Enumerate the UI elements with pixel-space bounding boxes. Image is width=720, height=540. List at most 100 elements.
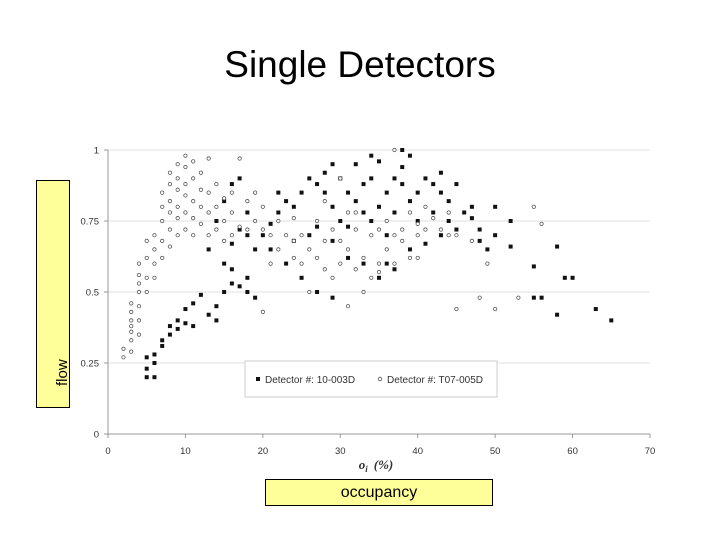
point-s1-82 — [283, 233, 289, 238]
point-s0-93 — [539, 295, 544, 300]
point-s1-50 — [191, 176, 196, 181]
point-s1-61 — [214, 204, 219, 209]
point-s0-50 — [322, 170, 327, 175]
point-s1-69 — [237, 224, 242, 229]
point-s0-95 — [555, 312, 560, 317]
point-s1-54 — [198, 187, 204, 192]
point-s1-44 — [183, 181, 188, 187]
occupancy-label-box: occupancy — [265, 479, 493, 506]
point-s0-53 — [338, 219, 343, 223]
x-tick-label-0: 0 — [105, 446, 110, 457]
point-s0-38 — [260, 233, 265, 238]
point-s1-71 — [245, 227, 250, 232]
point-s1-28 — [160, 190, 165, 195]
point-s1-34 — [167, 170, 173, 175]
point-s0-76 — [431, 210, 436, 215]
point-s1-9 — [136, 332, 142, 337]
legend-marker-1 — [377, 376, 383, 382]
point-s1-10 — [136, 318, 142, 323]
point-s0-86 — [477, 238, 482, 243]
point-s1-49 — [191, 199, 196, 204]
point-s1-122 — [446, 210, 451, 215]
point-s1-80 — [276, 247, 281, 252]
point-s1-132 — [345, 304, 351, 309]
point-s1-93 — [330, 275, 335, 280]
point-s1-99 — [353, 227, 358, 232]
point-s1-17 — [144, 275, 149, 280]
point-s1-102 — [361, 255, 366, 261]
point-s0-82 — [454, 227, 459, 232]
point-s1-137 — [322, 199, 327, 204]
point-s0-77 — [438, 190, 443, 195]
point-s1-83 — [291, 255, 296, 261]
point-s1-18 — [144, 255, 149, 261]
point-s1-126 — [477, 295, 482, 300]
point-s0-51 — [330, 204, 335, 209]
point-s0-106 — [407, 247, 412, 252]
point-s1-139 — [353, 210, 358, 215]
point-s1-1 — [121, 346, 126, 351]
point-s0-18 — [214, 318, 219, 323]
point-s1-51 — [191, 159, 196, 164]
point-s1-97 — [345, 247, 351, 252]
point-s0-44 — [299, 190, 304, 195]
point-s0-17 — [206, 312, 211, 317]
point-s0-98 — [593, 307, 598, 312]
point-s1-47 — [191, 233, 196, 238]
y-axis-ticks: 0 0.25 0.5 0.75 1 — [81, 146, 108, 441]
point-s1-13 — [136, 281, 142, 286]
point-s0-87 — [485, 247, 490, 252]
point-s1-22 — [152, 247, 157, 252]
point-s0-60 — [369, 176, 374, 181]
point-s1-120 — [438, 227, 444, 232]
point-s1-119 — [431, 216, 436, 221]
point-s0-0 — [144, 375, 149, 380]
point-s1-128 — [493, 306, 498, 312]
point-s0-36 — [237, 176, 242, 181]
point-s1-135 — [415, 255, 420, 261]
point-s0-24 — [245, 290, 250, 294]
point-s0-80 — [446, 219, 451, 223]
point-s0-4 — [144, 355, 149, 360]
point-s1-115 — [415, 221, 420, 226]
point-s0-91 — [508, 244, 513, 249]
legend-label-1: Detector #: T07-005D — [387, 375, 483, 386]
point-s0-46 — [307, 176, 312, 181]
point-s0-12 — [183, 321, 188, 326]
point-s0-113 — [369, 153, 374, 158]
point-s0-65 — [384, 233, 389, 238]
point-s0-22 — [237, 284, 242, 289]
point-s1-56 — [206, 233, 211, 238]
point-s1-123 — [454, 233, 459, 238]
point-s0-81 — [454, 182, 459, 187]
point-s1-46 — [183, 153, 188, 158]
point-s0-6 — [160, 343, 165, 348]
point-s0-84 — [469, 216, 474, 221]
point-s0-71 — [407, 153, 412, 158]
point-s1-43 — [183, 193, 188, 198]
point-s1-57 — [206, 210, 211, 215]
point-s0-72 — [415, 190, 420, 195]
point-s1-88 — [307, 247, 312, 252]
point-s0-83 — [462, 210, 467, 215]
x-tick-label-1: 10 — [180, 446, 191, 457]
point-s1-133 — [376, 270, 382, 275]
point-s1-86 — [299, 233, 304, 238]
point-s1-23 — [152, 233, 157, 238]
point-s1-33 — [167, 181, 173, 187]
point-s0-117 — [438, 170, 443, 175]
point-s0-8 — [167, 332, 172, 337]
point-s0-118 — [469, 204, 474, 209]
point-s0-63 — [377, 159, 381, 164]
point-s1-95 — [338, 261, 343, 266]
point-s1-58 — [206, 190, 211, 195]
point-s0-69 — [400, 165, 405, 170]
x-axis-title: oi (%) — [359, 457, 394, 474]
point-s1-75 — [260, 227, 265, 232]
x-tick-label-6: 60 — [567, 446, 578, 457]
point-s0-23 — [245, 275, 250, 280]
point-s0-16 — [198, 292, 203, 297]
point-s1-131 — [539, 221, 544, 226]
point-s1-42 — [183, 210, 188, 215]
point-s0-102 — [346, 255, 351, 260]
